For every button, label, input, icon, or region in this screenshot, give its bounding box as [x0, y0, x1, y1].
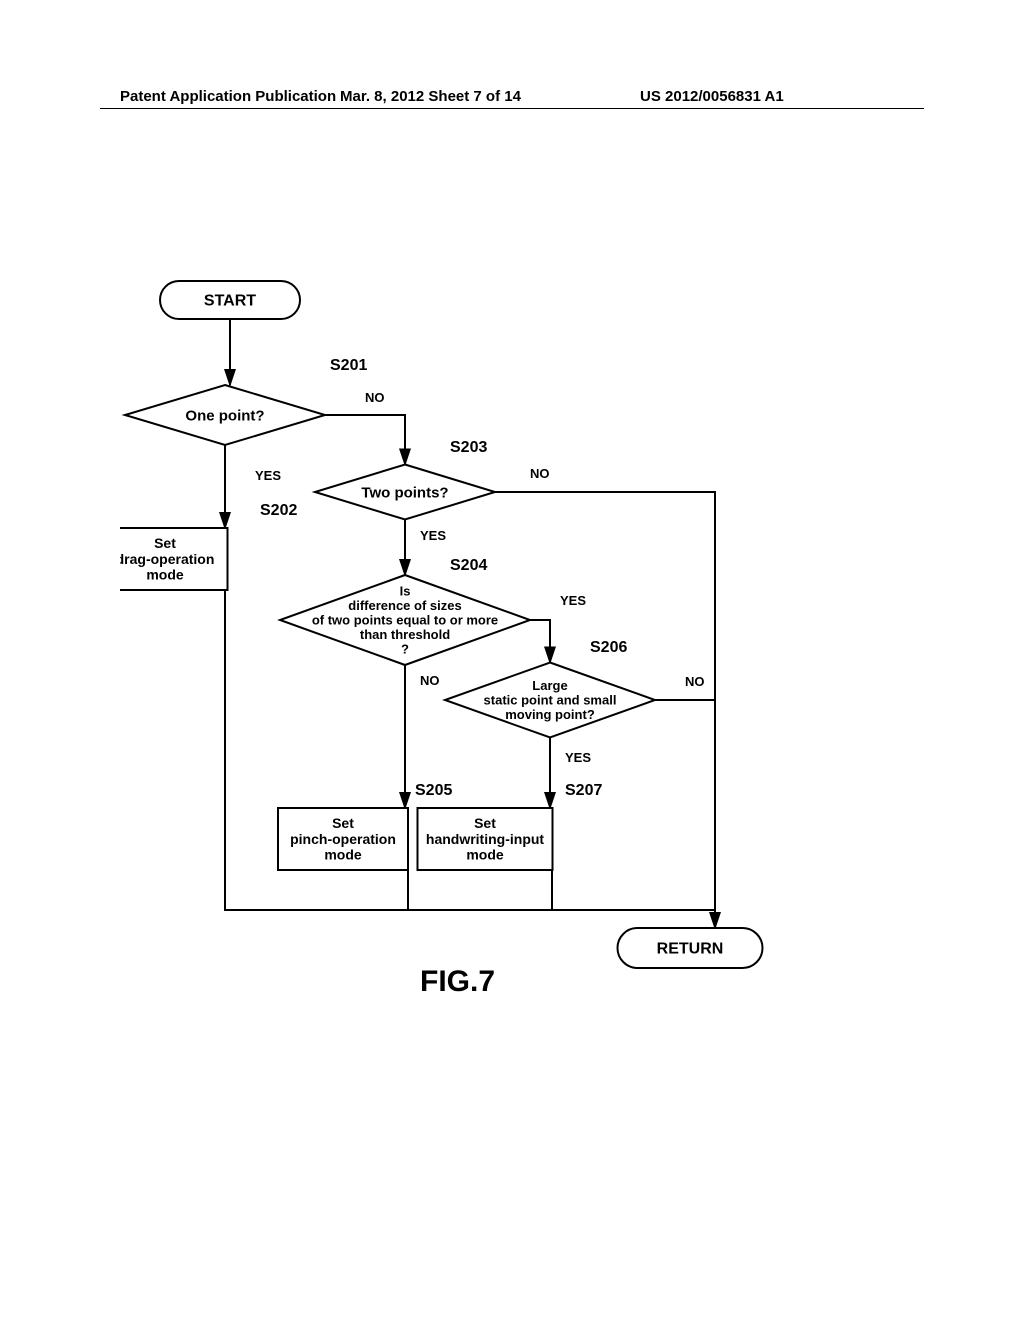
svg-text:of two points equal to or more: of two points equal to or more: [312, 613, 498, 628]
svg-text:handwriting-input: handwriting-input: [426, 831, 545, 847]
svg-text:RETURN: RETURN: [657, 941, 724, 958]
svg-text:Set: Set: [332, 815, 354, 831]
svg-text:moving point?: moving point?: [505, 707, 595, 722]
svg-text:Large: Large: [532, 678, 567, 693]
svg-text:NO: NO: [420, 673, 440, 688]
svg-text:S203: S203: [450, 439, 487, 456]
svg-text:mode: mode: [466, 847, 504, 863]
svg-text:NO: NO: [685, 674, 705, 689]
svg-text:NO: NO: [365, 390, 385, 405]
header-center: Mar. 8, 2012 Sheet 7 of 14: [340, 88, 521, 105]
svg-text:S201: S201: [330, 357, 367, 374]
svg-text:S204: S204: [450, 557, 487, 574]
svg-text:?: ?: [401, 642, 409, 657]
svg-text:Set: Set: [154, 535, 176, 551]
svg-text:than threshold: than threshold: [360, 627, 450, 642]
svg-text:Is: Is: [400, 583, 411, 598]
header-rule: [100, 108, 924, 109]
svg-text:YES: YES: [420, 528, 446, 543]
header-left: Patent Application Publication: [120, 88, 336, 105]
svg-text:YES: YES: [255, 468, 281, 483]
svg-text:S202: S202: [260, 502, 297, 519]
header-right: US 2012/0056831 A1: [640, 88, 784, 105]
svg-text:Set: Set: [474, 815, 496, 831]
svg-text:S207: S207: [565, 782, 602, 799]
svg-text:S205: S205: [415, 782, 452, 799]
svg-text:pinch-operation: pinch-operation: [290, 831, 396, 847]
svg-text:mode: mode: [146, 567, 184, 583]
svg-text:YES: YES: [565, 750, 591, 765]
svg-text:difference of sizes: difference of sizes: [348, 598, 461, 613]
svg-text:mode: mode: [324, 847, 362, 863]
svg-text:YES: YES: [560, 593, 586, 608]
svg-text:NO: NO: [530, 466, 550, 481]
svg-text:drag-operation: drag-operation: [120, 551, 214, 567]
svg-text:Two points?: Two points?: [361, 484, 448, 501]
svg-text:S206: S206: [590, 639, 627, 656]
svg-text:One point?: One point?: [185, 407, 264, 424]
figure-label: FIG.7: [420, 965, 495, 999]
svg-text:static point and small: static point and small: [484, 693, 617, 708]
flowchart: STARTS201One point?NOYESS202Setdrag-oper…: [120, 270, 850, 990]
svg-text:START: START: [204, 293, 256, 310]
